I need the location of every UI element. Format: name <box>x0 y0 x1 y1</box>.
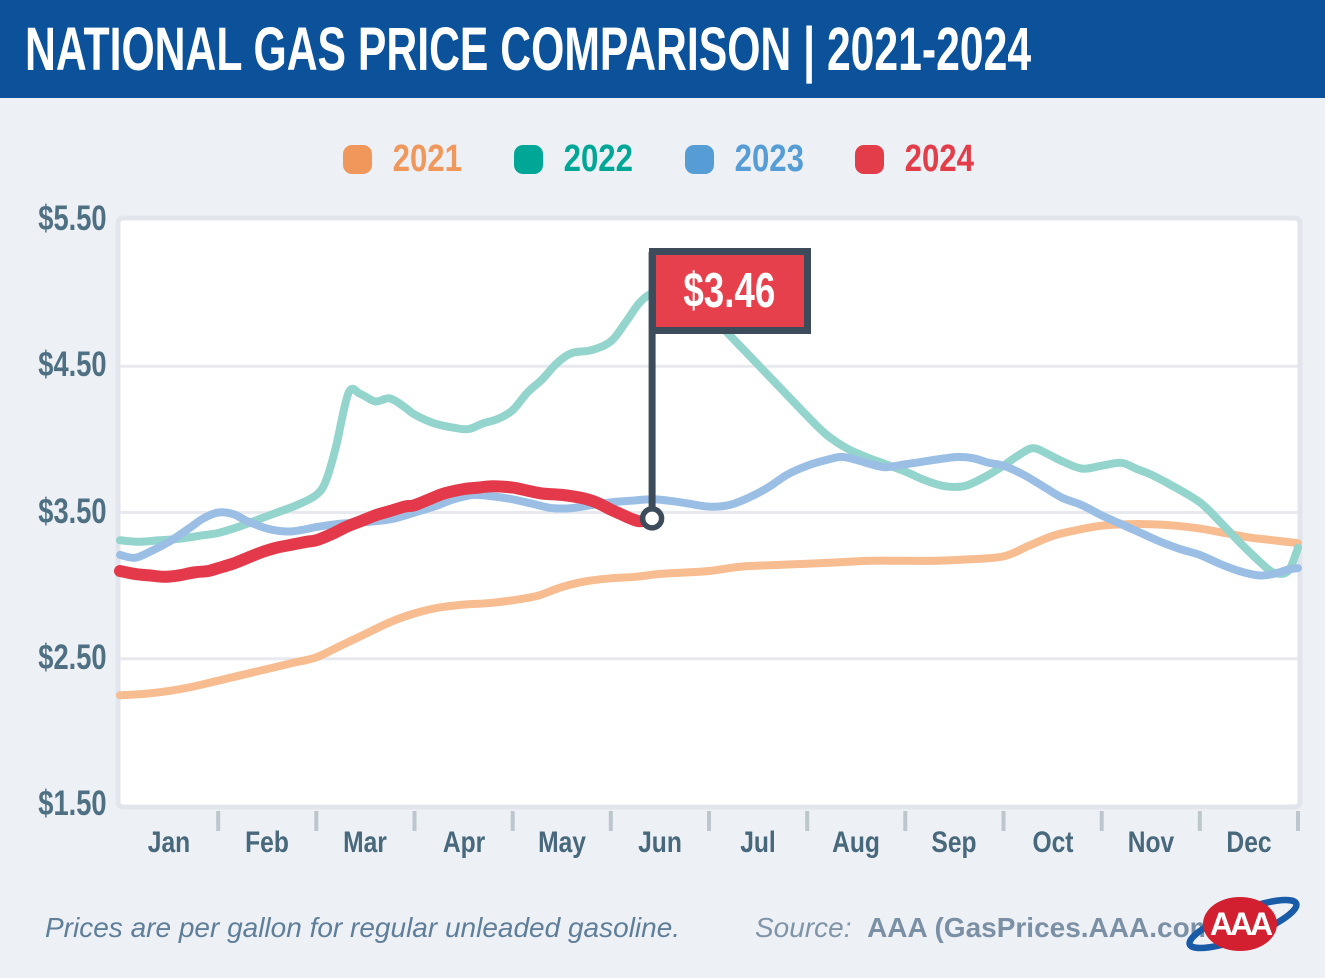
x-tick-label-jun: Jun <box>638 826 682 859</box>
legend-label-2023: 2023 <box>734 137 804 180</box>
x-tick-label-nov: Nov <box>1127 826 1174 859</box>
y-tick-label-3: $2.50 <box>38 637 107 677</box>
price-flag-label: $3.46 <box>683 264 776 318</box>
title-bar-left: NATIONAL GAS PRICE COMPARISON | 2021-202… <box>0 0 1325 98</box>
x-tick-label-dec: Dec <box>1226 826 1272 859</box>
x-tick-label-mar: Mar <box>343 826 388 859</box>
x-tick-label-jan: Jan <box>147 826 191 859</box>
series-line-2023 <box>116 452 1302 580</box>
x-tick-label-feb: Feb <box>245 826 290 859</box>
legend-item-2021: 2021 <box>343 138 470 181</box>
y-tick-label-0: $5.50 <box>38 199 107 238</box>
footer-source: Source: AAA (GasPrices.AAA.com) <box>755 912 1224 944</box>
legend: 2021 2022 2023 2024 <box>0 138 1325 180</box>
source-prefix: Source: <box>755 912 852 943</box>
current-price-marker <box>639 506 665 531</box>
x-tick-label-may: May <box>537 826 586 859</box>
legend-item-2024: 2024 <box>855 138 982 181</box>
y-tick-label-1: $4.50 <box>38 345 107 385</box>
legend-swatch-2023 <box>684 144 714 174</box>
source-name: AAA (GasPrices.AAA.com) <box>867 912 1224 943</box>
series-line-2024 <box>114 480 659 583</box>
y-tick-label-2: $3.50 <box>38 491 107 531</box>
legend-swatch-2022 <box>513 144 543 174</box>
legend-item-2023: 2023 <box>684 137 812 181</box>
x-tick-label-apr: Apr <box>442 826 485 859</box>
footer-note: Prices are per gallon for regular unlead… <box>45 912 681 943</box>
legend-swatch-2021 <box>343 144 373 174</box>
aaa-logo-oval <box>1203 897 1277 951</box>
x-tick-label-sep: Sep <box>931 826 977 859</box>
legend-swatch-2024 <box>855 144 885 174</box>
page-title: NATIONAL GAS PRICE COMPARISON | 2021-202… <box>25 15 1032 83</box>
legend-label-2021: 2021 <box>393 137 463 180</box>
x-tick-label-oct: Oct <box>1032 826 1074 859</box>
x-tick-label-jul: Jul <box>740 826 776 859</box>
title-bar: NATIONAL GAS PRICE COMPARISON | 2021-202… <box>0 0 1325 98</box>
legend-label-2024: 2024 <box>904 137 974 180</box>
aaa-logo: AAA <box>1186 896 1300 952</box>
legend-label-2022: 2022 <box>563 137 633 180</box>
y-tick-label-4: $1.50 <box>38 784 107 823</box>
x-tick-label-aug: Aug <box>832 826 881 859</box>
price-flag: $3.46 <box>648 248 811 334</box>
legend-item-2022: 2022 <box>513 137 641 181</box>
aaa-logo-text: AAA <box>1210 906 1273 942</box>
